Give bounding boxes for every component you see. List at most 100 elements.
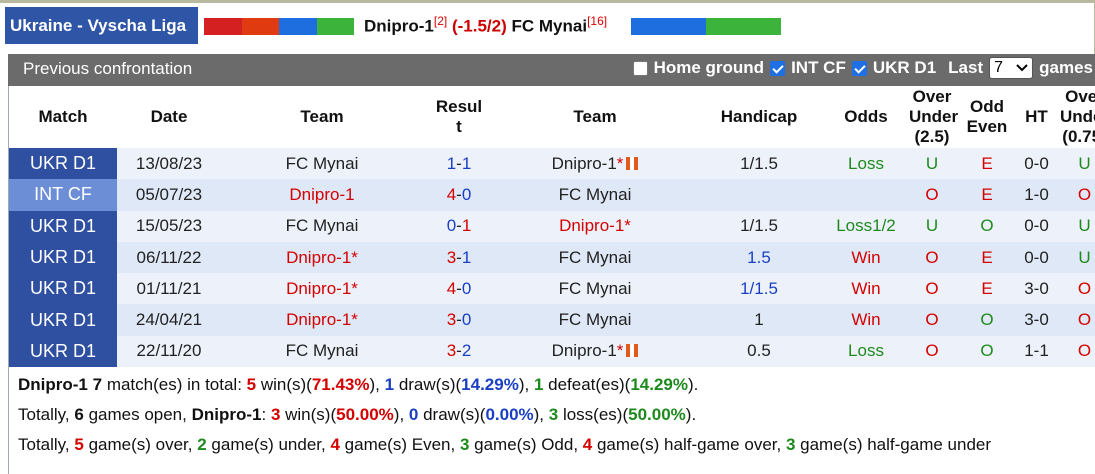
col-ou2-line2: Under — [1059, 107, 1095, 126]
team-home[interactable]: Dnipro-1 — [289, 184, 355, 204]
col-date: Date — [150, 107, 188, 126]
table-row: UKR D1 24/04/21 Dnipro-1* 3-0 FC Mynai 1 Win O O… — [9, 304, 1095, 336]
color-segment — [241, 18, 279, 35]
color-segment — [706, 18, 781, 35]
summary-wins-pct: 71.43% — [311, 375, 370, 394]
team-home[interactable]: Dnipro-1 — [286, 278, 352, 298]
ukr-d1-checkbox[interactable] — [851, 60, 867, 76]
col-ht: HT — [1025, 107, 1048, 126]
over-under-075-result: O — [1077, 310, 1092, 330]
half-time-score: 0-0 — [1024, 216, 1049, 236]
summary-text: game(s) half-game under — [795, 435, 992, 454]
summary-text: game(s) Odd, — [469, 435, 583, 454]
league-tag[interactable]: UKR D1 — [29, 215, 96, 236]
over-under-result: U — [925, 153, 939, 173]
col-ou2-line3: (0.75) — [1062, 127, 1095, 146]
over-under-075-result: O — [1077, 278, 1092, 298]
home-ground-checkbox[interactable] — [632, 60, 648, 76]
summary-half-over: 4 — [582, 435, 593, 454]
match-date: 24/04/21 — [135, 310, 203, 330]
col-result-line1: Resul — [435, 97, 483, 116]
col-handicap: Handicap — [720, 107, 798, 126]
color-segment — [279, 18, 317, 35]
over-under-result: O — [925, 247, 939, 267]
league-badge[interactable]: Ukraine - Vyscha Liga — [5, 7, 198, 44]
team-away[interactable]: Dnipro-1 — [559, 216, 625, 236]
ukr-d1-label[interactable]: UKR D1 — [872, 58, 937, 77]
match-date: 05/07/23 — [135, 184, 203, 204]
league-tag[interactable]: UKR D1 — [29, 340, 96, 361]
match-date: 01/11/21 — [136, 278, 202, 298]
summary-text: ). — [688, 375, 699, 394]
home-ground-label[interactable]: Home ground — [653, 58, 765, 77]
star-icon: * — [616, 153, 624, 173]
over-under-075-result: O — [1077, 184, 1092, 204]
col-oe-line2: Even — [966, 117, 1008, 136]
score-home: 3 — [446, 341, 457, 361]
odd-even-result: O — [980, 310, 994, 330]
color-segment — [631, 18, 706, 35]
summary-wins: 5 — [246, 375, 257, 394]
over-under-result: O — [925, 184, 939, 204]
half-time-score: 3-0 — [1024, 310, 1049, 330]
team-home[interactable]: Dnipro-1 — [286, 247, 352, 267]
summary-text: game(s) half-game over, — [592, 435, 786, 454]
int-cf-label[interactable]: INT CF — [791, 58, 846, 77]
summary-team: Dnipro-1 — [18, 375, 88, 394]
away-team-color-bar — [631, 18, 781, 35]
team-away[interactable]: FC Mynai — [558, 278, 632, 298]
home-team-name[interactable]: Dnipro-1 — [364, 16, 434, 36]
away-team-name[interactable]: FC Mynai — [511, 16, 588, 36]
league-tag[interactable]: UKR D1 — [29, 247, 96, 268]
col-oe-line1: Odd — [970, 97, 1004, 116]
summary-line-2: Totally, 6 games open, Dnipro-1: 3 win(s… — [18, 405, 696, 425]
table-row: INT CF 05/07/23 Dnipro-1 4-0 FC Mynai O E 1-0 O — [9, 179, 1095, 211]
score-home: 3 — [446, 310, 457, 330]
team-home[interactable]: FC Mynai — [285, 341, 359, 361]
team-away[interactable]: FC Mynai — [558, 184, 632, 204]
half-time-score: 1-0 — [1024, 184, 1049, 204]
over-under-075-result: U — [1078, 153, 1091, 173]
color-segment — [316, 18, 354, 35]
score-away: 2 — [461, 341, 472, 361]
filter-bar: Previous confrontation Home ground INT C… — [8, 54, 1095, 86]
score-away: 1 — [461, 153, 472, 173]
team-home[interactable]: Dnipro-1 — [286, 310, 352, 330]
team-away[interactable]: Dnipro-1 — [551, 341, 617, 361]
match-title: Dnipro-1[2] (-1.5/2) FC Mynai[16] — [364, 14, 607, 37]
score-home: 4 — [446, 184, 457, 204]
team-away[interactable]: Dnipro-1 — [551, 153, 617, 173]
summary-text: game(s) Even, — [339, 435, 460, 454]
score-home: 3 — [446, 247, 457, 267]
summary-under: 2 — [197, 435, 207, 454]
star-icon: * — [351, 247, 358, 267]
summary-match-count: 7 — [92, 375, 103, 394]
summary-half-under: 3 — [785, 435, 796, 454]
team-away[interactable]: FC Mynai — [558, 247, 632, 267]
top-border — [0, 0, 1095, 3]
summary-text: draw(s)( — [394, 375, 462, 394]
summary-text: defeat(es)( — [543, 375, 631, 394]
handicap-value: 1/1.5 — [740, 278, 778, 298]
col-result: Resul t — [423, 86, 495, 148]
filter-controls: Home ground INT CF UKR D1 Last 7 games — [632, 57, 1093, 79]
league-tag[interactable]: UKR D1 — [29, 153, 96, 174]
league-tag[interactable]: INT CF — [34, 184, 92, 205]
team-away[interactable]: FC Mynai — [558, 310, 632, 330]
league-tag[interactable]: UKR D1 — [29, 309, 96, 330]
team-home[interactable]: FC Mynai — [285, 216, 359, 236]
summary-text: win(s)( — [256, 375, 312, 394]
over-under-075-result: U — [1078, 247, 1091, 267]
summary-team: Dnipro-1 — [191, 405, 262, 424]
team-home[interactable]: FC Mynai — [285, 153, 359, 173]
int-cf-checkbox[interactable] — [770, 60, 786, 76]
summary-text: ), — [393, 405, 409, 424]
home-team-rank: [2] — [433, 14, 448, 28]
last-games-select[interactable]: 7 — [989, 57, 1034, 79]
summary-draws-pct: 14.29% — [461, 375, 519, 394]
over-under-result: O — [925, 310, 939, 330]
score-home: 0 — [446, 216, 457, 236]
league-tag[interactable]: UKR D1 — [29, 278, 96, 299]
color-segment — [204, 18, 242, 35]
